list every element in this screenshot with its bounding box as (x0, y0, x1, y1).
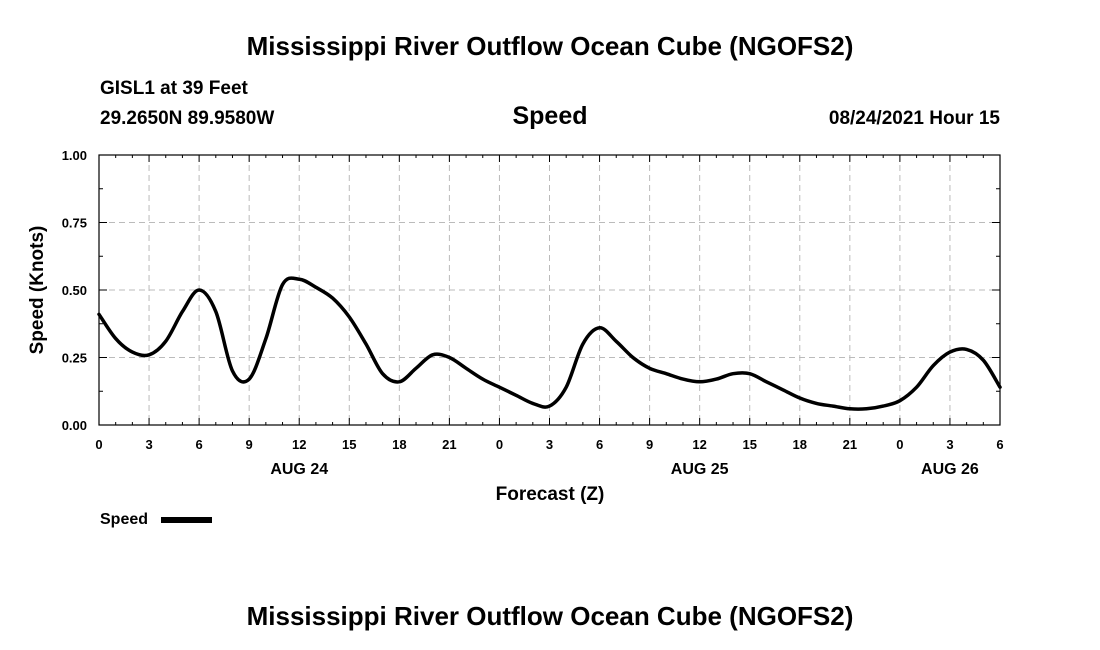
x-tick-label: 3 (946, 437, 953, 452)
x-tick-label: 3 (546, 437, 553, 452)
page-title: Mississippi River Outflow Ocean Cube (NG… (247, 31, 854, 61)
y-axis-label: Speed (Knots) (27, 226, 48, 355)
series-line-speed (97, 276, 1002, 411)
y-tick-labels: 0.00 0.25 0.50 0.75 1.00 (62, 148, 87, 433)
x-tick-label: 0 (95, 437, 102, 452)
x-tick-label: 18 (392, 437, 406, 452)
grid-lines (99, 155, 1000, 425)
y-tick-label: 0.00 (62, 418, 87, 433)
x-tick-label: 15 (742, 437, 756, 452)
axis-ticks (98, 154, 1001, 426)
x-tick-label: 12 (292, 437, 306, 452)
x-tick-labels: 0 3 6 9 12 15 18 21 0 3 6 9 12 15 18 21 0 3 6 (95, 437, 1003, 452)
x-tick-label: 3 (145, 437, 152, 452)
x-tick-label: 21 (442, 437, 456, 452)
x-tick-label: 9 (646, 437, 653, 452)
x-tick-label: 18 (793, 437, 807, 452)
date-label: AUG 24 (270, 461, 328, 478)
date-labels: AUG 24 AUG 25 AUG 26 (270, 461, 979, 478)
y-tick-label: 0.50 (62, 283, 87, 298)
footer-title: Mississippi River Outflow Ocean Cube (NG… (247, 601, 854, 631)
x-tick-label: 12 (692, 437, 706, 452)
x-tick-label: 21 (843, 437, 857, 452)
x-tick-label: 0 (496, 437, 503, 452)
x-tick-label: 6 (596, 437, 603, 452)
x-tick-label: 0 (896, 437, 903, 452)
x-tick-label: 6 (996, 437, 1003, 452)
x-tick-label: 9 (246, 437, 253, 452)
timestamp-label: 08/24/2021 Hour 15 (829, 108, 1001, 129)
date-label: AUG 26 (921, 461, 979, 478)
date-label: AUG 25 (671, 461, 729, 478)
x-tick-label: 15 (342, 437, 356, 452)
y-tick-label: 0.25 (62, 351, 87, 366)
x-tick-label: 6 (195, 437, 202, 452)
station-label: GISL1 at 39 Feet (100, 78, 249, 99)
legend-label: Speed (100, 511, 148, 528)
y-tick-label: 0.75 (62, 216, 87, 231)
x-axis-label: Forecast (Z) (496, 484, 605, 505)
chart-title: Speed (512, 102, 587, 130)
coordinates-label: 29.2650N 89.9580W (100, 108, 274, 129)
y-tick-label: 1.00 (62, 148, 87, 163)
